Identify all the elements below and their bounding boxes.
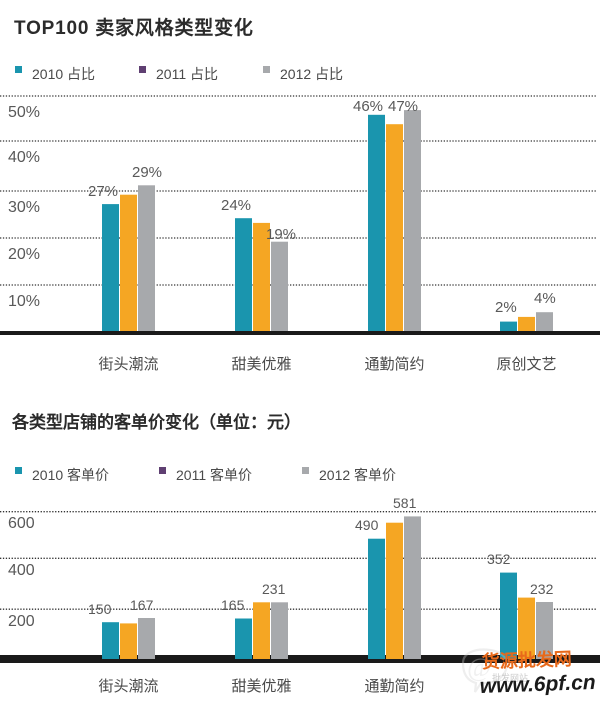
svg-text:490: 490 — [355, 517, 379, 533]
svg-text:47%: 47% — [388, 98, 418, 115]
svg-text:2%: 2% — [495, 299, 517, 316]
svg-text:352: 352 — [487, 551, 511, 567]
svg-text:4%: 4% — [534, 290, 556, 307]
svg-text:400: 400 — [8, 562, 35, 579]
svg-text:150: 150 — [88, 601, 112, 617]
svg-text:货源批发网: 货源批发网 — [481, 648, 572, 672]
svg-text:27%: 27% — [88, 183, 118, 200]
svg-text:200: 200 — [8, 613, 35, 630]
svg-text:167: 167 — [130, 597, 154, 613]
svg-text:232: 232 — [530, 581, 554, 597]
svg-text:29%: 29% — [132, 164, 162, 181]
svg-text:165: 165 — [221, 597, 245, 613]
svg-text:10%: 10% — [8, 293, 40, 310]
svg-text:24%: 24% — [221, 197, 251, 214]
svg-text:40%: 40% — [8, 149, 40, 166]
svg-text:50%: 50% — [8, 104, 40, 121]
svg-text:600: 600 — [8, 515, 35, 532]
svg-text:www.6pf.cn: www.6pf.cn — [479, 671, 596, 698]
svg-text:20%: 20% — [8, 246, 40, 263]
svg-text:30%: 30% — [8, 199, 40, 216]
svg-text:581: 581 — [393, 495, 417, 511]
svg-text:19%: 19% — [266, 226, 296, 243]
svg-text:231: 231 — [262, 581, 286, 597]
svg-text:46%: 46% — [353, 98, 383, 115]
